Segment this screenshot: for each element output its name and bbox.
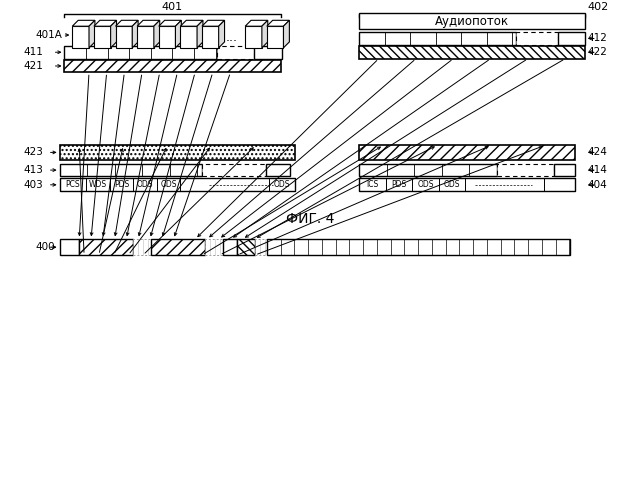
Bar [254,46,281,58]
Bar [137,26,154,48]
Text: ODS: ODS [274,180,290,190]
Bar [267,26,283,48]
Bar [205,240,223,255]
Bar [60,145,295,160]
Bar [133,240,151,255]
Bar [359,164,497,176]
Polygon shape [262,20,268,48]
Bar [359,14,585,29]
Polygon shape [202,20,224,26]
Polygon shape [115,20,138,26]
Text: 404: 404 [587,180,607,190]
Bar [267,240,570,255]
Text: 422: 422 [587,47,607,57]
Polygon shape [132,20,138,48]
Bar [516,32,557,45]
Polygon shape [283,20,290,48]
Text: 400: 400 [35,242,55,252]
Text: 412: 412 [587,34,607,43]
Text: ...: ... [226,30,237,44]
Bar [255,240,267,255]
Bar [245,26,262,48]
Bar [180,26,197,48]
Text: Аудиопоток: Аудиопоток [435,15,509,28]
Text: ODS: ODS [137,180,153,190]
Text: ODS: ODS [444,180,460,190]
Polygon shape [245,20,268,26]
Polygon shape [267,20,290,26]
Bar [64,46,217,58]
Text: 421: 421 [23,61,43,71]
Text: ICS: ICS [366,180,378,190]
Text: 414: 414 [587,165,607,175]
Text: 402: 402 [587,2,608,12]
Text: WDS: WDS [89,180,107,190]
Text: PDS: PDS [391,180,407,190]
Polygon shape [110,20,117,48]
Bar [359,145,575,160]
Bar [557,32,585,45]
Text: 401: 401 [162,2,183,12]
Text: 411: 411 [23,47,43,57]
Text: ODS: ODS [417,180,433,190]
Polygon shape [197,20,203,48]
Bar [359,32,516,45]
Text: ODS: ODS [161,180,177,190]
Polygon shape [154,20,160,48]
Polygon shape [219,20,224,48]
Bar [266,164,290,176]
Text: PCS: PCS [66,180,80,190]
Text: PDS: PDS [114,180,129,190]
Polygon shape [94,20,117,26]
Bar [60,240,79,255]
Text: 423: 423 [23,148,43,158]
Bar [497,164,554,176]
Text: 424: 424 [587,148,607,158]
Polygon shape [89,20,95,48]
Bar [60,178,295,191]
Bar [79,240,133,255]
Polygon shape [159,20,181,26]
Bar [115,26,132,48]
Bar [554,164,575,176]
Text: 403: 403 [23,180,43,190]
Bar [359,46,585,58]
Bar [151,240,205,255]
Bar [217,46,254,58]
Bar [64,60,280,72]
Bar [359,178,575,191]
Bar [237,240,255,255]
Bar [73,26,89,48]
Bar [202,164,266,176]
Bar [60,164,202,176]
Bar [159,26,175,48]
Text: 401A: 401A [35,30,62,40]
Polygon shape [73,20,95,26]
Polygon shape [175,20,181,48]
Bar [94,26,110,48]
Polygon shape [180,20,203,26]
Polygon shape [137,20,160,26]
Bar [223,240,237,255]
Text: 413: 413 [23,165,43,175]
Bar [202,26,219,48]
Text: ФИГ. 4: ФИГ. 4 [286,212,334,226]
